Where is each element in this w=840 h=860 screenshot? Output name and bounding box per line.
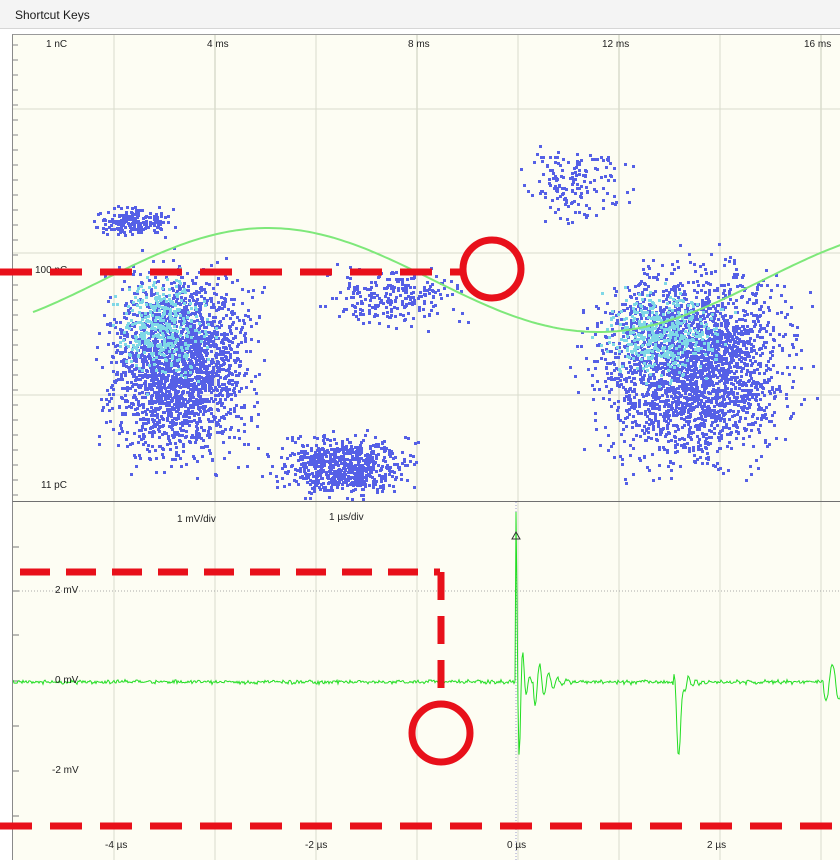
charge-top-label: 1 nC <box>46 39 67 50</box>
x-label-2us: 2 µs <box>707 840 726 851</box>
time-tick-12ms: 12 ms <box>602 39 629 50</box>
pd-persistence-cloud <box>93 145 819 501</box>
x-label-neg2us: -2 µs <box>305 840 327 851</box>
charge-mid-label: 100 pC <box>35 265 67 276</box>
x-label-neg4us: -4 µs <box>105 840 127 851</box>
time-tick-16ms: 16 ms <box>804 39 831 50</box>
volts-per-div-label: 1 mV/div <box>177 514 216 525</box>
y-label-0mV: 0 mV <box>55 675 78 686</box>
pd-plot-grid <box>13 35 840 501</box>
window-title: Shortcut Keys <box>15 8 90 22</box>
time-tick-4ms: 4 ms <box>207 39 229 50</box>
y-label-2mV: 2 mV <box>55 585 78 596</box>
time-tick-8ms: 8 ms <box>408 39 430 50</box>
y-label-neg2mV: -2 mV <box>52 765 79 776</box>
x-label-0us: 0 µs <box>507 840 526 851</box>
charge-bottom-label: 11 pC <box>41 480 67 491</box>
pd-plot-canvas <box>13 35 840 501</box>
phase-resolved-pd-plot[interactable]: 1 nC 4 ms 8 ms 12 ms 16 ms 100 pC 11 pC <box>12 34 840 501</box>
waveform-trace <box>13 512 840 755</box>
time-per-div-label: 1 µs/div <box>329 512 364 523</box>
title-bar: Shortcut Keys <box>0 0 840 29</box>
waveform-plot[interactable]: 1 mV/div 1 µs/div 2 mV 0 mV -2 mV -4 µs … <box>12 501 840 860</box>
waveform-canvas <box>13 502 840 860</box>
pd-plot-axis-ticks <box>13 45 18 495</box>
